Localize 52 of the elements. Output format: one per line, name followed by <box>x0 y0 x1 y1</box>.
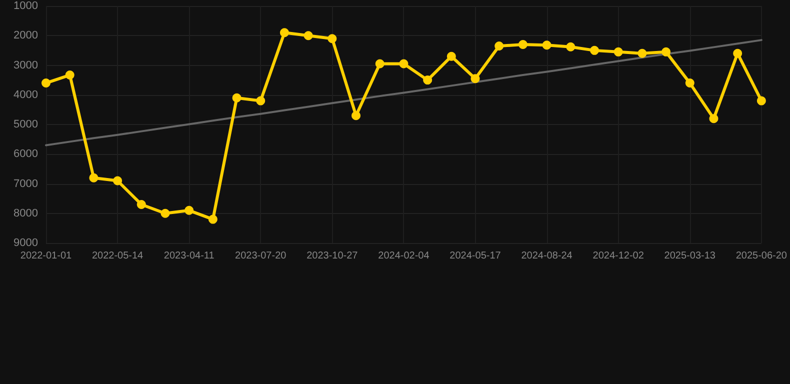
y-tick-label: 3000 <box>14 59 38 72</box>
point <box>542 40 552 50</box>
point <box>446 52 456 61</box>
y-tick-label: 2000 <box>14 30 38 42</box>
point <box>352 111 361 120</box>
point <box>136 200 146 209</box>
point <box>65 70 74 80</box>
point <box>756 96 766 106</box>
y-tick-label: 9000 <box>14 237 38 249</box>
point <box>184 206 194 215</box>
y-tick-label: 6000 <box>14 148 38 160</box>
point <box>662 47 671 56</box>
x-tick-label: 2024-08-24 <box>521 250 573 262</box>
x-tick-label: 2022-01-01 <box>20 250 72 262</box>
y-tick-label: 5000 <box>14 118 38 130</box>
point <box>638 48 647 58</box>
point <box>160 208 170 218</box>
y-tick-label: 8000 <box>14 207 38 220</box>
line-series <box>45 39 762 146</box>
point <box>614 47 623 56</box>
point <box>685 78 694 88</box>
point <box>733 48 742 58</box>
y-tick-label: 1000 <box>14 0 38 12</box>
point <box>518 40 528 50</box>
point <box>375 59 384 68</box>
x-tick-label: 2022-05-14 <box>92 250 144 262</box>
point <box>304 31 313 40</box>
point <box>42 78 50 88</box>
point <box>709 114 718 124</box>
point <box>399 59 408 68</box>
x-tick-label: 2024-05-17 <box>450 250 502 262</box>
x-tick-label: 2024-12-02 <box>592 250 644 262</box>
x-tick-label: 2023-07-20 <box>235 250 287 262</box>
point <box>113 176 122 186</box>
point <box>423 76 432 85</box>
x-tick-label: 2025-06-20 <box>736 250 788 262</box>
point <box>208 214 218 224</box>
point <box>232 93 242 102</box>
point <box>256 96 266 106</box>
point <box>89 173 98 182</box>
point <box>494 41 504 50</box>
point <box>590 46 599 55</box>
point <box>470 74 480 84</box>
point <box>566 42 576 52</box>
point <box>280 28 289 38</box>
y-tick-label: 7000 <box>14 178 38 190</box>
x-tick-label: 2023-04-11 <box>164 250 215 262</box>
y-tick-label: 4000 <box>14 88 38 101</box>
x-tick-label: 2025-03-13 <box>664 250 716 262</box>
x-tick-label: 2023-10-27 <box>306 250 358 262</box>
x-tick-label: 2024-02-04 <box>378 250 430 262</box>
point <box>328 34 337 44</box>
